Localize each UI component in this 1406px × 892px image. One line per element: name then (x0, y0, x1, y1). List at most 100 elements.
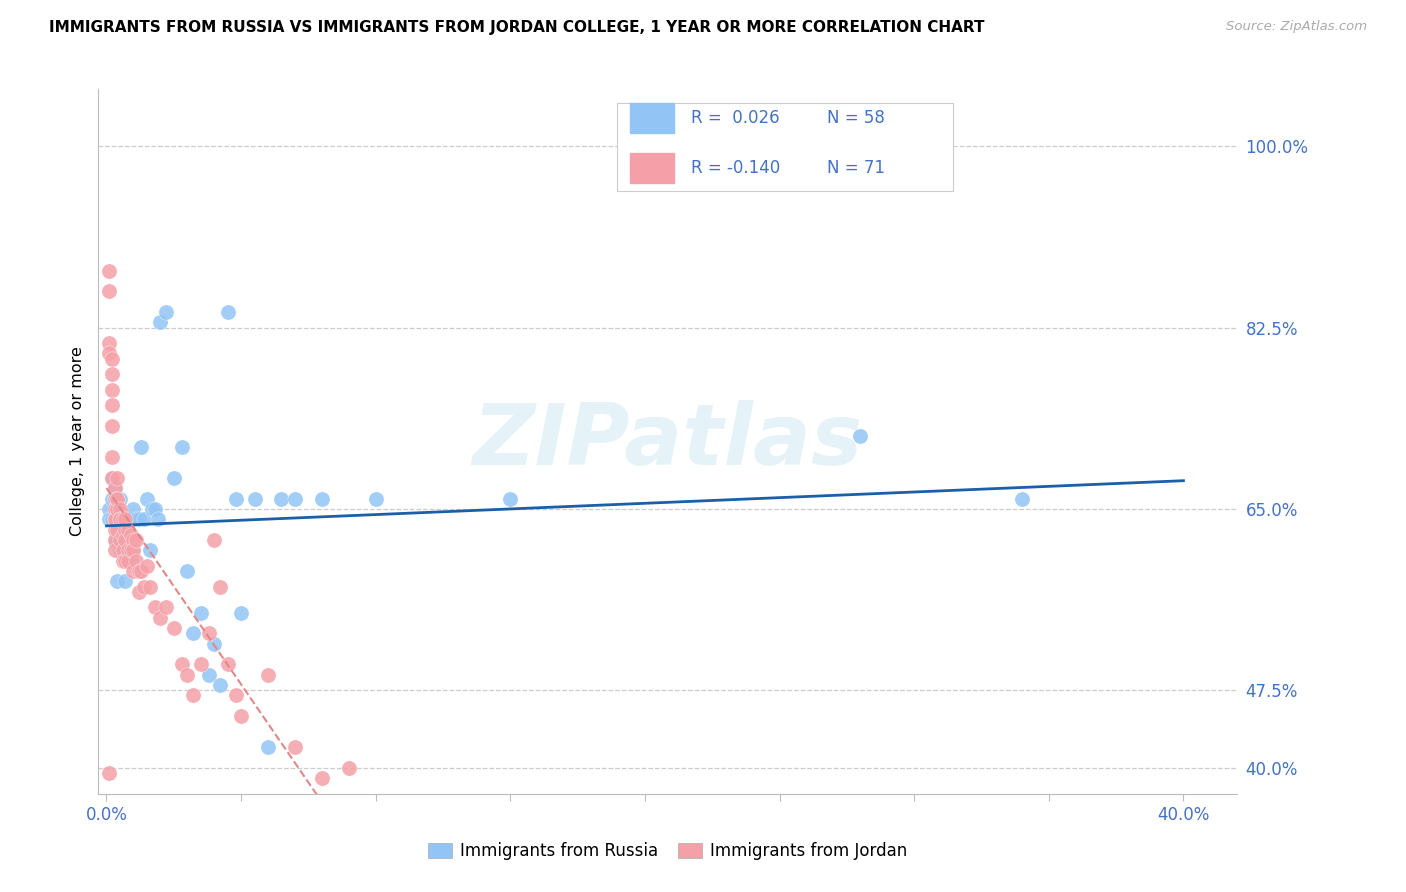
Point (364, 491, 387, 506)
Point (108, 512, 131, 526)
Point (103, 533, 125, 547)
Point (143, 600, 166, 615)
Point (134, 512, 156, 526)
Point (170, 440, 193, 454)
Point (128, 584, 150, 599)
Point (101, 471, 124, 485)
Point (217, 305, 239, 319)
Point (1011, 491, 1033, 506)
Point (101, 367, 124, 381)
Point (105, 523, 128, 537)
Point (229, 606, 252, 620)
Point (243, 491, 266, 506)
Point (257, 740, 280, 755)
Point (125, 554, 148, 568)
Text: R = -0.140: R = -0.140 (690, 159, 780, 178)
Point (122, 533, 145, 547)
Point (111, 512, 134, 526)
Point (181, 626, 204, 640)
Point (198, 626, 221, 640)
Point (138, 543, 160, 558)
Point (257, 667, 280, 681)
Point (114, 543, 136, 558)
Point (117, 554, 139, 568)
Point (128, 564, 150, 578)
Legend: Immigrants from Russia, Immigrants from Jordan: Immigrants from Russia, Immigrants from … (422, 835, 914, 867)
Point (103, 491, 125, 506)
Point (105, 491, 128, 506)
Point (105, 491, 128, 506)
Point (101, 383, 124, 397)
Point (114, 512, 136, 526)
Point (176, 667, 198, 681)
Point (101, 450, 124, 464)
Point (229, 709, 252, 723)
Point (98, 766, 121, 780)
Point (135, 558, 157, 573)
Point (190, 657, 212, 672)
Point (120, 512, 142, 526)
Y-axis label: College, 1 year or more: College, 1 year or more (69, 347, 84, 536)
Point (149, 315, 172, 329)
Point (134, 580, 156, 594)
Point (103, 481, 125, 495)
Point (208, 678, 231, 692)
Point (98, 336, 121, 351)
Point (141, 502, 163, 516)
Point (120, 554, 142, 568)
Point (131, 440, 153, 454)
Point (103, 512, 125, 526)
Point (311, 491, 333, 506)
Point (101, 419, 124, 434)
Point (108, 512, 131, 526)
Point (108, 533, 131, 547)
FancyBboxPatch shape (630, 153, 673, 183)
Point (103, 491, 125, 506)
Point (101, 351, 124, 366)
Point (101, 491, 124, 506)
Point (120, 543, 142, 558)
Point (181, 689, 204, 703)
Point (163, 621, 186, 635)
Point (117, 512, 139, 526)
Point (114, 512, 136, 526)
Point (311, 772, 333, 786)
Point (163, 471, 186, 485)
Point (103, 481, 125, 495)
Point (217, 657, 239, 672)
Point (108, 491, 131, 506)
Point (284, 491, 307, 506)
Point (198, 667, 221, 681)
Point (105, 471, 128, 485)
Point (98, 263, 121, 277)
Point (125, 512, 148, 526)
Point (149, 610, 172, 624)
Point (499, 491, 522, 506)
Point (111, 554, 134, 568)
Point (170, 657, 193, 672)
Point (103, 512, 125, 526)
Point (101, 471, 124, 485)
Point (337, 761, 360, 775)
Point (114, 574, 136, 589)
Point (103, 543, 125, 558)
Point (105, 491, 128, 506)
Text: N = 71: N = 71 (827, 159, 886, 178)
Point (108, 523, 131, 537)
Text: IMMIGRANTS FROM RUSSIA VS IMMIGRANTS FROM JORDAN COLLEGE, 1 YEAR OR MORE CORRELA: IMMIGRANTS FROM RUSSIA VS IMMIGRANTS FRO… (49, 20, 984, 35)
Point (155, 600, 177, 615)
Point (111, 543, 134, 558)
Point (122, 543, 145, 558)
Text: ZIPatlas: ZIPatlas (472, 400, 863, 483)
Point (105, 502, 128, 516)
Point (131, 564, 153, 578)
Point (190, 606, 212, 620)
Point (103, 512, 125, 526)
Point (111, 528, 134, 542)
Point (120, 528, 142, 542)
Point (108, 502, 131, 516)
Point (225, 491, 247, 506)
Point (202, 533, 225, 547)
Point (114, 554, 136, 568)
Point (202, 637, 225, 651)
